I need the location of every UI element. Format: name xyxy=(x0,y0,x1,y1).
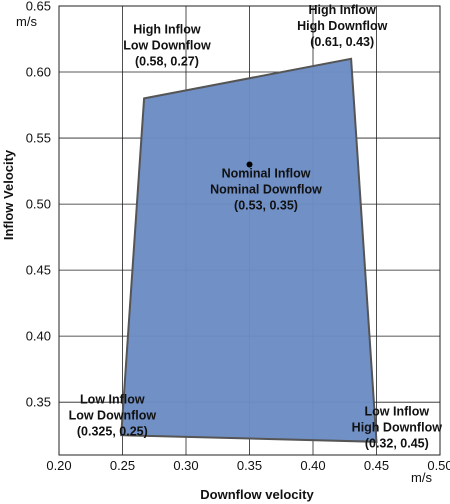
x-tick-labels: 0.20 0.25 0.30 0.35 0.40 0.45 0.50 xyxy=(46,458,450,473)
x-tick-label: 0.40 xyxy=(300,458,325,473)
plot-frame xyxy=(58,5,441,456)
x-unit-label: m/s xyxy=(411,470,432,485)
annotation-line: Low Downflow xyxy=(69,408,157,422)
y-tick-labels: 0.35 0.40 0.45 0.50 0.55 0.60 0.65 xyxy=(26,0,51,410)
y-unit-label: m/s xyxy=(16,14,37,29)
x-tick-label: 0.45 xyxy=(364,458,389,473)
annotation-line: High Inflow xyxy=(133,23,201,37)
y-tick-label: 0.35 xyxy=(26,395,51,410)
x-axis-title: Downflow velocity xyxy=(200,487,314,502)
annotation-line: High Downflow xyxy=(352,420,443,434)
annotation-line: (0.53, 0.35) xyxy=(234,199,298,213)
y-tick-label: 0.45 xyxy=(26,263,51,278)
annotation-label: High Inflow Low Downflow (0.58, 0.27) xyxy=(123,23,211,69)
annotation-label: Nominal Inflow Nominal Downflow (0.53, 0.3… xyxy=(210,167,322,213)
annotation-line: (0.325, 0.25) xyxy=(77,424,148,438)
annotation-label: Low Inflow Low Downflow (0.325, 0.25) xyxy=(69,392,157,438)
y-tick-label: 0.60 xyxy=(26,65,51,80)
y-tick-label: 0.65 xyxy=(26,0,51,14)
x-tick-label: 0.50 xyxy=(427,458,450,473)
annotation-label: High Inflow High Downflow (0.61, 0.43) xyxy=(297,3,388,49)
operating-envelope xyxy=(120,57,378,443)
annotation-line: Low Downflow xyxy=(123,39,211,53)
annotation-line: (0.61, 0.43) xyxy=(310,35,374,49)
annotation-line: (0.32, 0.45) xyxy=(365,436,429,450)
y-tick-label: 0.55 xyxy=(26,131,51,146)
y-tick-label: 0.40 xyxy=(26,329,51,344)
annotation-line: High Downflow xyxy=(297,19,388,33)
y-axis-title: Inflow Velocity xyxy=(1,149,16,240)
x-tick-label: 0.25 xyxy=(110,458,135,473)
annotation-line: Nominal Inflow xyxy=(222,167,311,181)
annotation-line: (0.58, 0.27) xyxy=(135,55,199,69)
y-tick-label: 0.50 xyxy=(26,197,51,212)
annotation-line: Nominal Downflow xyxy=(210,183,322,197)
x-tick-label: 0.35 xyxy=(237,458,262,473)
plot-border xyxy=(58,5,441,456)
x-tick-label: 0.20 xyxy=(46,458,71,473)
data-region xyxy=(120,57,378,443)
nominal-point xyxy=(246,161,253,168)
x-tick-label: 0.30 xyxy=(173,458,198,473)
annotation-line: High Inflow xyxy=(309,3,377,17)
annotation-line: Low Inflow xyxy=(80,392,145,406)
annotation-label: Low Inflow High Downflow (0.32, 0.45) xyxy=(352,404,443,450)
annotation-line: Low Inflow xyxy=(365,404,430,418)
annotations: High Inflow Low Downflow (0.58, 0.27)High … xyxy=(69,3,443,450)
